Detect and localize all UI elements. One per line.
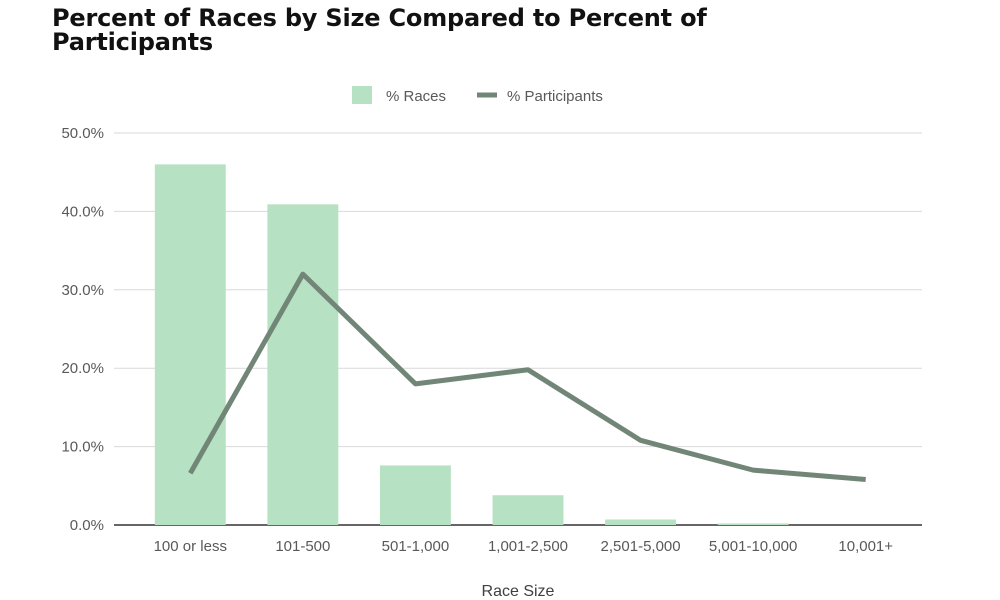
y-tick-label: 40.0% bbox=[61, 203, 104, 220]
x-tick-label: 100 or less bbox=[154, 538, 227, 555]
x-tick-label: 501-1,000 bbox=[382, 538, 450, 555]
races-bar bbox=[492, 495, 564, 525]
x-axis-title: Race Size bbox=[482, 583, 555, 600]
gridlines bbox=[114, 132, 922, 526]
y-tick-label: 10.0% bbox=[61, 439, 104, 456]
races-bar bbox=[267, 204, 339, 525]
legend-races-label: % Races bbox=[386, 88, 446, 105]
y-tick-label: 20.0% bbox=[61, 360, 104, 377]
races-bar bbox=[379, 465, 451, 525]
races-bars bbox=[154, 164, 789, 526]
races-bar bbox=[605, 519, 677, 525]
races-bar bbox=[717, 523, 789, 525]
chart-title: Percent of Races by Size Compared to Per… bbox=[52, 4, 707, 56]
legend-participants-label: % Participants bbox=[507, 88, 603, 105]
y-tick-label: 0.0% bbox=[70, 517, 104, 534]
legend-races-swatch bbox=[352, 86, 372, 104]
x-tick-label: 101-500 bbox=[275, 538, 330, 555]
races-bar bbox=[154, 164, 226, 526]
x-tick-label: 10,001+ bbox=[838, 538, 893, 555]
x-tick-label: 5,001-10,000 bbox=[709, 538, 797, 555]
y-tick-label: 30.0% bbox=[61, 282, 104, 299]
x-tick-label: 2,501-5,000 bbox=[601, 538, 681, 555]
x-tick-label: 1,001-2,500 bbox=[488, 538, 568, 555]
participants-line bbox=[188, 271, 866, 483]
x-axis-ticks: 100 or less 101-500 501-1,000 1,001-2,500 2,… bbox=[154, 538, 894, 555]
y-tick-label: 50.0% bbox=[61, 125, 104, 142]
y-axis-ticks: 0.0% 10.0% 20.0% 30.0% 40.0% 50.0% bbox=[61, 125, 104, 534]
legend: % Races % Participants bbox=[352, 86, 603, 105]
